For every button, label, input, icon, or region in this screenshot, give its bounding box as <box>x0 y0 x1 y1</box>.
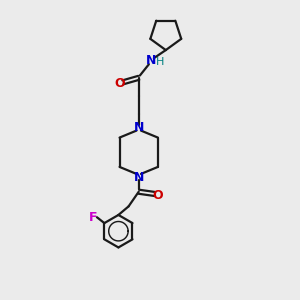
Text: F: F <box>89 211 97 224</box>
Text: O: O <box>153 189 163 202</box>
Text: N: N <box>146 54 156 68</box>
Text: O: O <box>114 77 125 90</box>
Text: N: N <box>134 121 144 134</box>
Text: H: H <box>155 57 164 67</box>
Text: N: N <box>134 171 144 184</box>
